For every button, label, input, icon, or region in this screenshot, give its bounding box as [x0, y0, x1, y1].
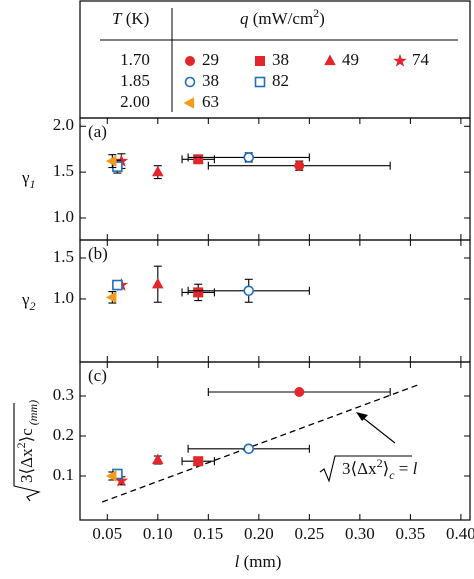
label-part: ) [319, 9, 325, 28]
legend-temperature: 1.70 [120, 50, 150, 69]
label-part: c [17, 428, 36, 436]
x-tick-label: 0.35 [396, 524, 426, 543]
label-part: (mW/cm [249, 9, 314, 28]
y-axis-title: 3⟨Δx2⟩c (mm) [13, 400, 41, 502]
y-tick-label: 0.2 [53, 425, 74, 444]
legend-marker [185, 56, 195, 66]
panel-frame [79, 117, 471, 241]
legend-label: 63 [202, 92, 219, 111]
panel-label: (c) [88, 366, 107, 385]
legend-marker [324, 54, 336, 66]
panel-label: (b) [88, 244, 108, 263]
label-part: ⟩ [383, 459, 390, 478]
label-part: ⟨Δx [17, 448, 36, 475]
math-label: γ1 [21, 168, 36, 191]
marker [152, 165, 164, 177]
legend-marker [255, 56, 265, 66]
marker [105, 291, 117, 304]
legend-temperature: 2.00 [120, 92, 150, 111]
x-tick-label: 0.30 [345, 524, 375, 543]
legend-label: 82 [272, 71, 289, 90]
label-part: q [240, 9, 249, 28]
legend-marker [254, 76, 266, 88]
marker [294, 387, 305, 397]
label-part: 3 [17, 475, 36, 484]
x-tick-label: 0.20 [244, 524, 274, 543]
label-part: 2 [30, 299, 36, 313]
label-part: (mm) [26, 400, 40, 428]
marker [243, 285, 255, 297]
legend-label: 29 [202, 50, 219, 69]
y-tick-label: 1.5 [53, 161, 74, 180]
x-tick-label: 0.15 [193, 524, 223, 543]
label-part: l [235, 552, 240, 571]
x-tick-label: 0.25 [294, 524, 324, 543]
label-part: ⟩ [17, 436, 36, 443]
x-tick-label: 0.10 [143, 524, 173, 543]
marker [112, 279, 123, 291]
radical [13, 403, 41, 502]
marker [243, 152, 255, 163]
marker [105, 155, 117, 167]
marker [193, 287, 204, 298]
marker [112, 161, 123, 172]
legend-label: 38 [202, 71, 219, 90]
marker [193, 456, 204, 467]
y-tick-label: 1.0 [53, 288, 74, 307]
legend-marker [393, 53, 407, 67]
label-part: 2 [14, 442, 28, 448]
y-tick-label: 1.5 [53, 247, 74, 266]
math-label: q (mW/cm2) [240, 6, 325, 28]
y-tick-label: 1.0 [53, 207, 74, 226]
marker [193, 154, 204, 165]
label-part: γ [21, 168, 30, 187]
legend-label: 38 [272, 50, 289, 69]
legend-marker [183, 97, 195, 109]
label-part: ⟨Δx [351, 459, 378, 478]
legend-temperature: 1.85 [120, 71, 150, 90]
label-part: (mm) [239, 552, 281, 571]
label-part: l [413, 459, 418, 478]
y-tick-label: 2.0 [53, 115, 74, 134]
marker [294, 160, 305, 171]
math-label: γ2 [21, 290, 36, 313]
y-tick-label: 0.3 [53, 385, 74, 404]
math-label: T (K) [112, 9, 149, 28]
fit-line [102, 383, 421, 503]
label-part: 2 [377, 456, 383, 470]
math-label: l (mm) [235, 552, 282, 571]
marker [152, 277, 164, 289]
label-part: T [112, 9, 123, 28]
radical [319, 455, 412, 483]
label-part: γ [21, 290, 30, 309]
panel-label: (a) [88, 122, 107, 141]
label-part: (K) [121, 9, 149, 28]
legend-marker [184, 76, 196, 88]
annotation-arrow [361, 416, 396, 444]
label-part: = [395, 459, 413, 478]
x-tick-label: 0.05 [92, 524, 122, 543]
marker [243, 443, 255, 455]
math-label: 3⟨Δx2⟩c (mm) [14, 400, 40, 483]
panel-frame [79, 239, 471, 363]
legend-label: 49 [342, 50, 359, 69]
label-part: 1 [30, 177, 36, 191]
label-part: 2 [313, 6, 319, 20]
math-label: 3⟨Δx2⟩c = l [342, 456, 418, 482]
label-part: 3 [342, 459, 351, 478]
marker [105, 470, 117, 482]
legend-label: 74 [412, 50, 430, 69]
marker [152, 453, 164, 465]
label-part: c [389, 468, 395, 482]
arrow-head [356, 412, 368, 421]
y-tick-label: 0.1 [53, 465, 74, 484]
panel-frame [79, 361, 471, 521]
x-tick-label: 0.40 [446, 524, 474, 543]
